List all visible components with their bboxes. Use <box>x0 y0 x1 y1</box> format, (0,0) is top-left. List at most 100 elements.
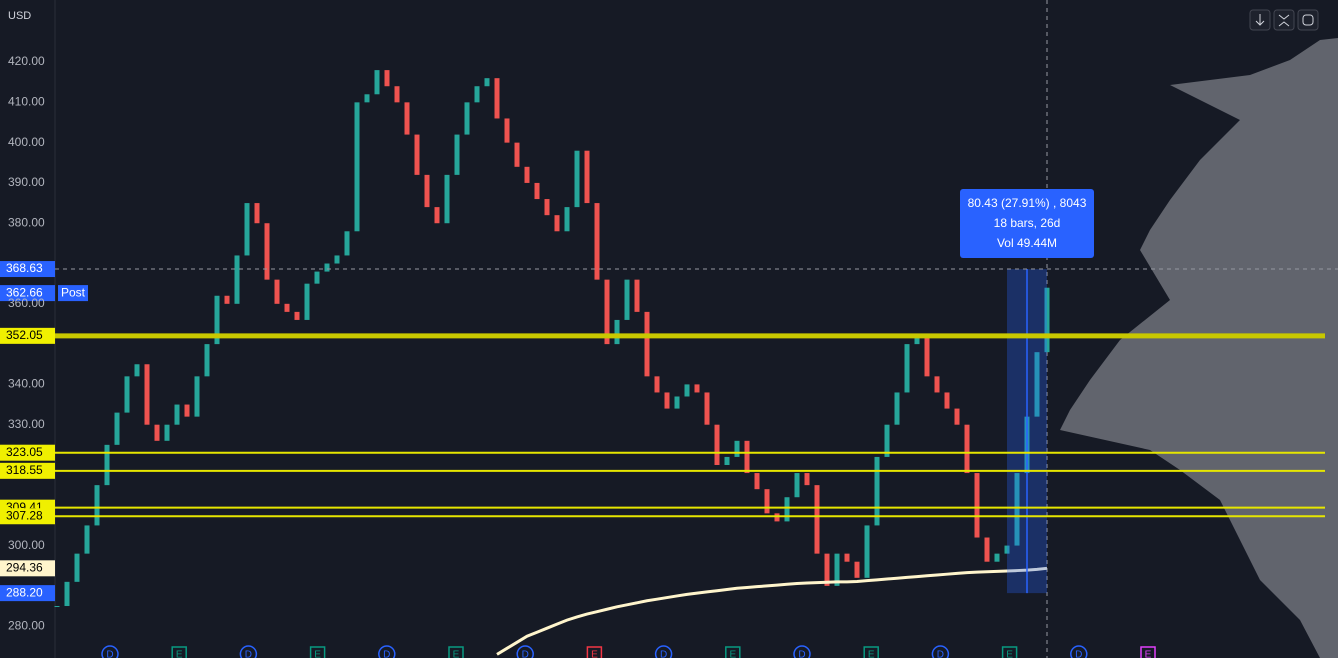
event-marker[interactable]: D <box>793 645 811 658</box>
currency-label[interactable]: USD <box>8 10 31 22</box>
price-label-bg <box>0 327 55 344</box>
candle <box>784 497 790 522</box>
candle <box>674 396 680 409</box>
candle <box>854 561 860 578</box>
event-marker[interactable]: D <box>239 645 258 658</box>
y-tick-label: 420.00 <box>8 54 45 68</box>
y-tick-label: 340.00 <box>8 377 45 391</box>
event-icon <box>1140 646 1156 658</box>
candle <box>754 473 760 490</box>
candle <box>814 485 820 554</box>
price-label: 307.28 <box>6 508 43 522</box>
candle <box>424 174 430 208</box>
event-marker[interactable]: E <box>448 646 464 658</box>
candle <box>624 279 630 320</box>
candle <box>184 404 190 417</box>
event-letter: D <box>798 650 805 658</box>
candle <box>774 513 780 522</box>
event-marker[interactable]: E <box>309 646 326 658</box>
price-label: 352.05 <box>6 328 43 342</box>
event-marker[interactable]: D <box>1070 645 1088 658</box>
candle <box>234 255 240 304</box>
event-marker[interactable]: D <box>654 645 673 658</box>
overlay: 368.63362.66352.05323.05318.55309.41307.… <box>0 189 1338 602</box>
candle <box>904 344 910 393</box>
candle <box>604 279 610 345</box>
candle <box>154 424 160 441</box>
event-marker[interactable]: E <box>586 646 603 658</box>
event-marker[interactable]: E <box>1001 646 1018 658</box>
fullscreen-button[interactable] <box>1297 9 1319 31</box>
event-icon <box>1070 645 1088 658</box>
event-letter: D <box>245 650 252 658</box>
event-icon <box>863 646 879 658</box>
candle <box>914 336 920 345</box>
candle <box>574 150 580 208</box>
event-icon <box>725 646 741 658</box>
candle <box>204 344 210 377</box>
candle <box>304 283 310 320</box>
tooltip-text: Vol 49.44M <box>997 236 1057 250</box>
candle <box>654 376 660 393</box>
marks <box>54 70 1050 656</box>
event-marker[interactable]: E <box>171 646 187 658</box>
candle <box>504 118 510 143</box>
candle <box>384 70 390 87</box>
event-marker[interactable]: D <box>931 645 950 658</box>
arrow-icon <box>1255 14 1265 26</box>
event-letter: E <box>1145 650 1152 658</box>
candle <box>874 456 880 526</box>
event-letter: D <box>937 650 944 658</box>
candle <box>634 279 640 312</box>
candle <box>124 376 130 413</box>
event-icon <box>101 645 119 658</box>
candle <box>334 255 340 264</box>
price-label-bg <box>0 508 55 525</box>
price-label: 288.20 <box>6 585 43 599</box>
event-icon <box>931 645 950 658</box>
candle <box>414 134 420 175</box>
event-letter: E <box>1006 650 1013 658</box>
price-label-bg <box>0 585 55 602</box>
tooltip-box <box>960 189 1094 258</box>
candle <box>114 412 120 445</box>
moving-average <box>496 566 1048 656</box>
fullscreen-icon <box>1302 14 1314 26</box>
event-marker[interactable]: D <box>101 645 119 658</box>
candle <box>454 134 460 175</box>
candle <box>164 424 170 441</box>
candle <box>824 553 830 586</box>
event-marker[interactable]: E <box>863 646 879 658</box>
event-marker[interactable]: E <box>1140 646 1156 658</box>
collapse-button[interactable] <box>1273 9 1295 31</box>
candle <box>794 473 800 498</box>
event-marker[interactable]: D <box>516 645 534 658</box>
event-icon <box>171 646 187 658</box>
candle <box>1004 545 1010 554</box>
candle <box>664 392 670 409</box>
y-tick-label: 400.00 <box>8 135 45 149</box>
event-letter: E <box>868 650 875 658</box>
candle <box>74 553 80 582</box>
candle <box>544 199 550 216</box>
volume-profile <box>1060 38 1338 658</box>
event-letter: D <box>106 650 113 658</box>
candle <box>1034 352 1040 417</box>
candle <box>834 553 840 586</box>
candle <box>274 279 280 304</box>
candle <box>254 203 260 224</box>
candle <box>924 336 930 377</box>
candle <box>344 231 350 256</box>
event-letter: D <box>660 650 667 658</box>
price-label: 318.55 <box>6 463 43 477</box>
price-label-bg <box>0 462 55 479</box>
tooltip-text: 18 bars, 26d <box>994 216 1061 230</box>
event-letter: E <box>314 650 321 658</box>
toolbar <box>1249 9 1319 31</box>
price-label: 294.36 <box>6 560 43 574</box>
event-marker[interactable]: E <box>725 646 741 658</box>
event-marker[interactable]: D <box>378 645 396 658</box>
candle <box>294 311 300 320</box>
price-label-bg <box>0 444 55 461</box>
